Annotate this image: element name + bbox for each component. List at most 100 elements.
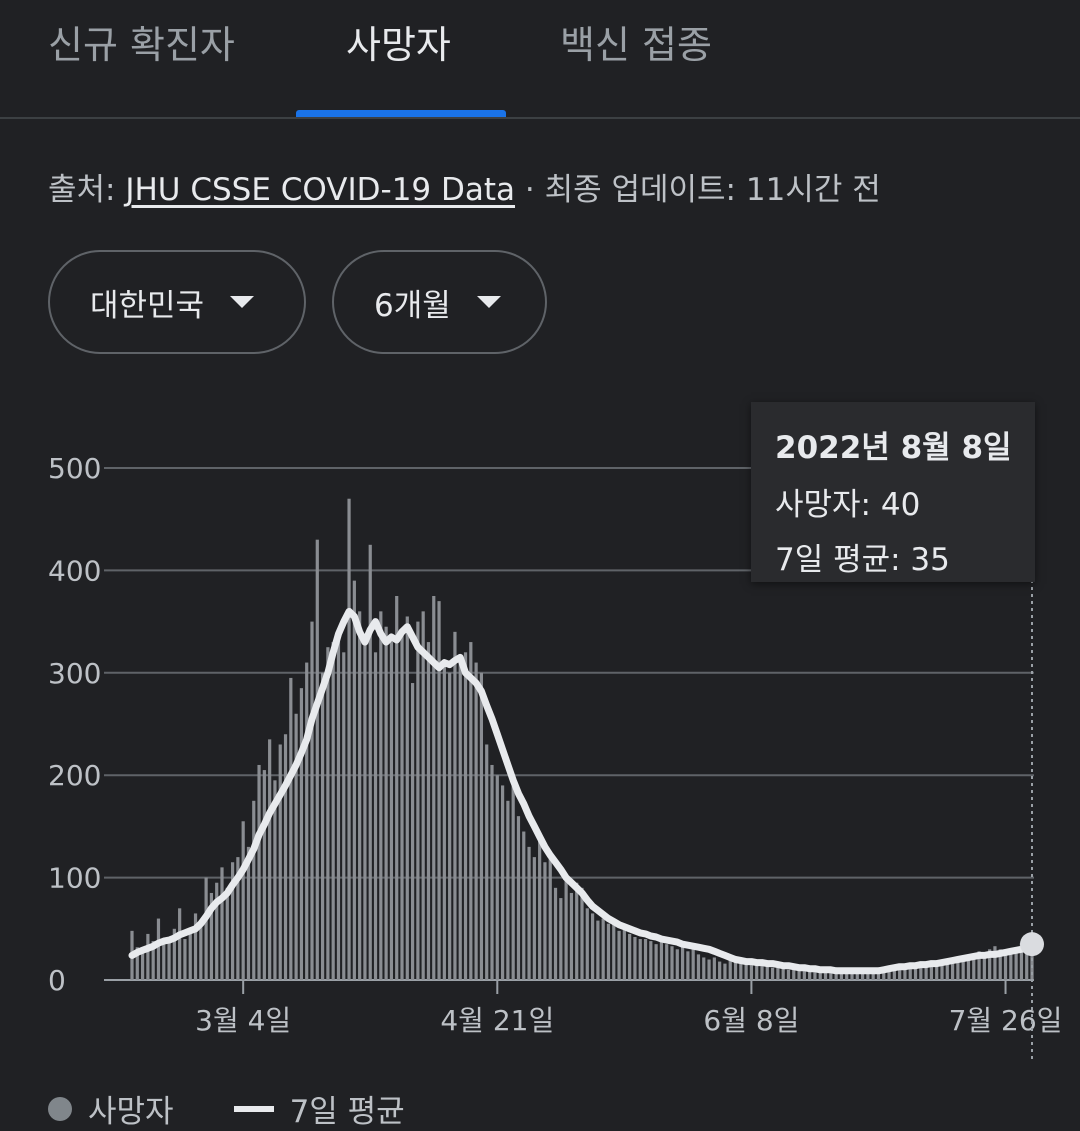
source-link[interactable]: JHU CSSE COVID-19 Data [125, 172, 516, 208]
death-bar [432, 596, 436, 980]
death-bar [855, 971, 859, 980]
death-bar [527, 846, 531, 980]
seven-day-average-line [128, 607, 1036, 975]
death-bar [580, 887, 584, 980]
death-bar [347, 498, 351, 980]
death-bar [167, 936, 171, 980]
death-bar [728, 959, 732, 980]
death-bar [829, 969, 833, 980]
death-bar [654, 944, 658, 980]
death-bar [384, 626, 388, 980]
y-tick-label: 300 [48, 657, 101, 690]
tab-vaccinations[interactable]: 백신 접종 [560, 23, 712, 67]
death-bar [982, 953, 986, 980]
death-bar [405, 616, 409, 980]
death-bar [1003, 951, 1008, 980]
tab-new-cases[interactable]: 신규 확진자 [48, 23, 235, 67]
death-bar [442, 662, 446, 980]
death-bar [908, 963, 912, 980]
death-bar [220, 867, 224, 980]
death-bar [898, 967, 902, 980]
death-bar [866, 970, 870, 980]
death-bar [495, 775, 499, 980]
death-bar [453, 631, 457, 980]
death-bar [400, 631, 404, 980]
death-bar [241, 821, 245, 980]
deaths-chart[interactable]: 0 100 200 300 400 500 3월 4일 4월 21일 6월 8일 7월 26일 [0, 390, 1080, 1070]
period-value: 6개월 [374, 287, 451, 324]
death-bar [538, 836, 542, 980]
death-bar [617, 930, 621, 980]
death-bar [802, 967, 806, 980]
death-bar [665, 944, 669, 980]
y-axis-labels: 0 100 200 300 400 500 [48, 452, 101, 997]
death-bar [320, 672, 325, 980]
death-bar [522, 831, 526, 980]
death-bar [252, 800, 256, 980]
death-bar [230, 862, 235, 980]
death-bar [559, 898, 563, 980]
death-bar [146, 933, 150, 980]
death-bar [363, 636, 367, 980]
death-bar [818, 970, 822, 980]
period-dropdown[interactable]: 6개월 [332, 250, 547, 354]
death-bar [315, 539, 319, 980]
chevron-down-icon [230, 296, 255, 308]
hover-point[interactable] [1020, 932, 1044, 957]
death-bar [358, 611, 362, 980]
death-bar [379, 611, 383, 980]
death-bar [628, 933, 632, 980]
death-bar [331, 642, 335, 980]
death-bar [326, 647, 330, 980]
death-bar [305, 662, 309, 980]
death-bar [373, 652, 378, 980]
death-bar [246, 846, 251, 980]
death-bar [569, 892, 574, 980]
death-bar [813, 969, 817, 980]
death-bar [659, 941, 664, 980]
death-bar [500, 785, 505, 980]
death-bar [929, 965, 934, 980]
death-bar [278, 744, 282, 980]
death-bar [336, 631, 341, 980]
death-bar [823, 971, 828, 980]
active-tab-indicator [296, 110, 506, 117]
tab-deaths[interactable]: 사망자 [346, 23, 451, 67]
death-bar [643, 939, 648, 980]
death-bar [151, 941, 155, 980]
death-bar [490, 764, 494, 980]
death-bar [924, 963, 928, 980]
death-bar [808, 969, 812, 980]
death-bar [299, 688, 304, 980]
death-bar [469, 642, 473, 980]
source-prefix: 출처: [48, 172, 126, 208]
death-bar [342, 652, 346, 980]
death-bar [410, 683, 415, 980]
death-bar [601, 918, 605, 980]
death-bar [575, 882, 579, 980]
death-bar [638, 939, 642, 980]
country-dropdown[interactable]: 대한민국 [48, 250, 306, 354]
y-tick-label: 100 [48, 862, 101, 895]
death-bar [553, 887, 558, 980]
death-bar [183, 939, 187, 980]
death-bar [797, 966, 801, 980]
tabs-divider [0, 117, 1080, 119]
death-bar [723, 963, 727, 980]
y-tick-label: 400 [48, 554, 101, 587]
death-bar [945, 959, 949, 980]
death-bar [792, 967, 796, 980]
tab-bar: 신규 확진자 사망자 백신 접종 [0, 0, 1080, 119]
death-bar [993, 946, 997, 980]
death-bar [707, 959, 711, 980]
death-bar [135, 947, 139, 980]
death-bar [289, 677, 293, 980]
death-bar [887, 970, 891, 980]
death-bar [479, 672, 484, 980]
death-bar [485, 744, 489, 980]
death-bar [516, 816, 521, 980]
death-bar [966, 957, 971, 980]
death-bar [739, 962, 743, 980]
death-bar [892, 969, 896, 980]
death-bar [998, 949, 1002, 980]
